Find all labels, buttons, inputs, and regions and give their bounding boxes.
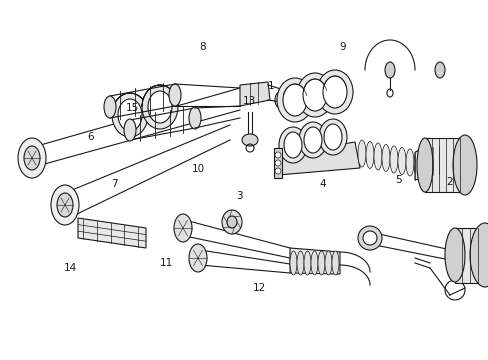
Ellipse shape	[452, 135, 476, 195]
Text: 8: 8	[199, 42, 206, 52]
Ellipse shape	[381, 144, 389, 171]
Ellipse shape	[469, 223, 488, 287]
Ellipse shape	[304, 251, 310, 275]
Ellipse shape	[18, 138, 46, 178]
Text: 10: 10	[191, 164, 204, 174]
Ellipse shape	[323, 76, 346, 108]
Ellipse shape	[274, 160, 281, 166]
Ellipse shape	[296, 251, 304, 275]
Ellipse shape	[276, 78, 312, 122]
Ellipse shape	[357, 140, 365, 167]
Ellipse shape	[416, 138, 432, 192]
Ellipse shape	[316, 70, 352, 114]
Bar	[454, 228, 484, 283]
Ellipse shape	[104, 96, 116, 118]
Ellipse shape	[365, 141, 373, 168]
Ellipse shape	[274, 152, 281, 158]
Text: 2: 2	[446, 177, 452, 187]
Ellipse shape	[405, 149, 413, 176]
Ellipse shape	[324, 124, 341, 150]
Ellipse shape	[303, 79, 326, 111]
Text: 6: 6	[87, 132, 94, 142]
Ellipse shape	[444, 228, 464, 282]
Ellipse shape	[289, 251, 296, 275]
Ellipse shape	[357, 226, 381, 250]
Text: 3: 3	[236, 191, 243, 201]
Polygon shape	[240, 82, 269, 106]
Text: 15: 15	[125, 103, 139, 113]
Ellipse shape	[189, 244, 206, 272]
Ellipse shape	[142, 85, 178, 129]
Polygon shape	[273, 148, 282, 178]
Ellipse shape	[51, 185, 79, 225]
Text: 12: 12	[252, 283, 265, 293]
Bar	[424, 138, 464, 192]
Ellipse shape	[279, 127, 306, 163]
Ellipse shape	[222, 210, 242, 234]
Text: 14: 14	[64, 263, 78, 273]
Polygon shape	[414, 144, 444, 180]
Ellipse shape	[325, 251, 331, 275]
Text: 7: 7	[111, 179, 118, 189]
Ellipse shape	[118, 99, 142, 131]
Ellipse shape	[373, 143, 381, 170]
Ellipse shape	[24, 146, 40, 170]
Ellipse shape	[189, 107, 201, 129]
Ellipse shape	[284, 132, 302, 158]
Ellipse shape	[242, 134, 258, 146]
Ellipse shape	[310, 251, 317, 275]
Ellipse shape	[112, 93, 148, 137]
Ellipse shape	[148, 91, 172, 123]
Text: 1: 1	[267, 81, 274, 91]
Ellipse shape	[274, 168, 281, 174]
Ellipse shape	[389, 146, 397, 173]
Text: 13: 13	[242, 96, 256, 106]
Ellipse shape	[331, 251, 338, 275]
Text: 11: 11	[159, 258, 173, 268]
Ellipse shape	[226, 216, 237, 228]
Text: 4: 4	[319, 179, 325, 189]
Ellipse shape	[384, 62, 394, 78]
Ellipse shape	[174, 214, 192, 242]
Ellipse shape	[283, 84, 306, 116]
Ellipse shape	[57, 193, 73, 217]
Ellipse shape	[317, 251, 325, 275]
Ellipse shape	[318, 119, 346, 155]
Polygon shape	[278, 142, 359, 175]
Polygon shape	[78, 218, 146, 248]
Text: 5: 5	[394, 175, 401, 185]
Ellipse shape	[304, 127, 321, 153]
Ellipse shape	[413, 150, 421, 177]
Ellipse shape	[397, 148, 405, 175]
Ellipse shape	[298, 122, 326, 158]
Ellipse shape	[124, 119, 136, 141]
Ellipse shape	[434, 62, 444, 78]
Ellipse shape	[362, 231, 376, 245]
Ellipse shape	[169, 84, 181, 106]
Text: 9: 9	[338, 42, 345, 52]
Polygon shape	[289, 248, 339, 274]
Ellipse shape	[296, 73, 332, 117]
